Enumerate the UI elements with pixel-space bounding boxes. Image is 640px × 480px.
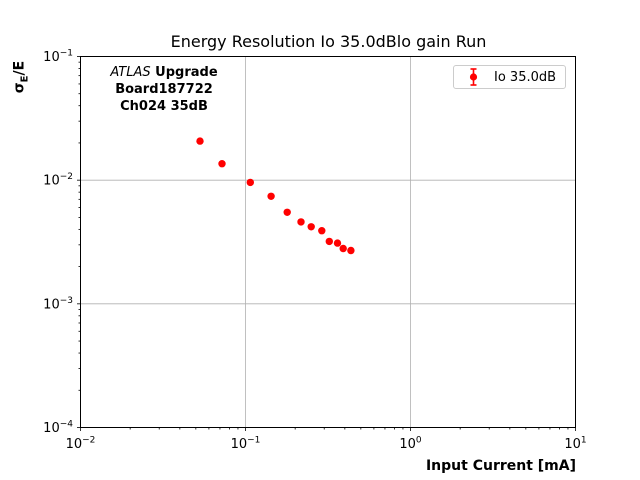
legend: Io 35.0dB — [453, 65, 566, 89]
data-point — [325, 237, 333, 246]
data-point — [246, 178, 254, 187]
legend-item-label: Io 35.0dB — [494, 69, 557, 85]
x-tick-label: 100 — [399, 436, 422, 453]
annotation-line-1-rest: Upgrade — [155, 65, 218, 80]
data-point — [347, 246, 355, 255]
x-axis-label: Input Current [mA] — [425, 458, 576, 474]
data-point — [283, 208, 291, 216]
y-axis-label: σE/E — [12, 61, 31, 93]
x-tick-label: 10−1 — [231, 436, 261, 453]
annotation-line-3: Ch024 35dB — [120, 99, 208, 114]
data-point — [307, 223, 315, 231]
data-point — [267, 192, 275, 200]
chart-title: Energy Resolution Io 35.0dBlo gain Run — [170, 32, 487, 51]
y-axis-label-rest: /E — [11, 60, 28, 76]
data-point — [333, 239, 342, 247]
experiment-name: ATLAS — [110, 65, 151, 80]
data-point — [339, 244, 347, 253]
data-point — [196, 137, 204, 145]
y-tick-label: 10−3 — [43, 296, 73, 313]
y-axis-label-subscript: E — [19, 75, 31, 83]
atlas-annotation: ATLAS Upgrade Board187722 Ch024 35dB — [100, 64, 228, 115]
data-point — [218, 160, 226, 168]
y-tick-label: 10−4 — [43, 420, 73, 437]
annotation-line-1: ATLAS Upgrade — [100, 64, 228, 81]
plot-frame — [80, 56, 576, 428]
y-tick-label: 10−1 — [43, 49, 73, 66]
data-point — [297, 218, 305, 226]
y-tick-label: 10−2 — [43, 172, 73, 189]
y-axis-label-sigma: σ — [11, 82, 28, 94]
data-points — [196, 137, 355, 255]
data-point — [318, 227, 326, 235]
legend-errorbar-marker-icon — [469, 68, 478, 86]
tick-labels: 10−2 10−1 100 101 10−1 10−2 10−3 10−4 — [43, 49, 586, 453]
annotation-line-2: Board187722 — [115, 82, 213, 97]
x-tick-label: 101 — [564, 436, 586, 453]
x-tick-label: 10−2 — [66, 436, 96, 453]
